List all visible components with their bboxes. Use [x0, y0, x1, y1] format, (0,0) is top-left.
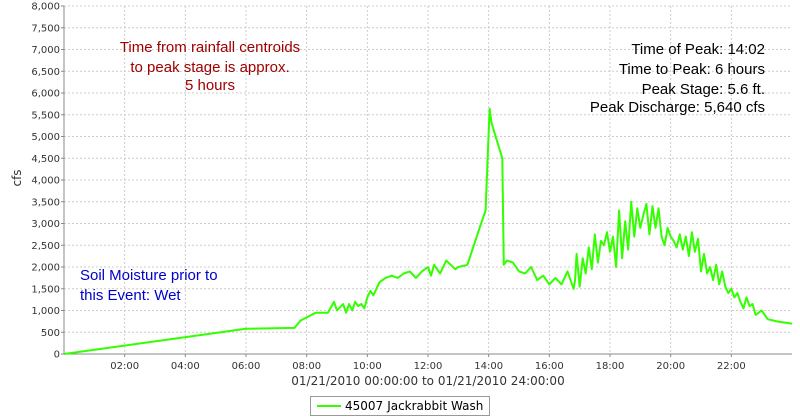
x-tick-label: 04:00 — [171, 361, 200, 372]
peak-discharge: Peak Discharge: 5,640 cfs — [590, 99, 765, 116]
x-axis-ticks: 02:00 04:00 06:00 08:00 10:00 12:00 14:00 16:00… — [110, 354, 746, 372]
y-tick-label: 2,500 — [31, 241, 60, 252]
grid-lines — [64, 5, 792, 355]
rainfall-note: Time from rainfall centroids to peak sta… — [120, 39, 300, 94]
legend-station-name: Jackrabbit Wash — [387, 399, 484, 413]
y-tick-label: 4,000 — [31, 176, 60, 187]
y-tick-label: 6,000 — [31, 89, 60, 100]
y-tick-label: 0 — [54, 350, 60, 361]
x-tick-label: 18:00 — [596, 361, 625, 372]
y-tick-label: 4,500 — [31, 154, 60, 165]
x-tick-label: 22:00 — [717, 361, 746, 372]
hydrograph-chart: 0 500 1,000 1,500 2,000 2,500 3,000 3,500 4,000 4… — [10, 2, 793, 388]
peak-stage: Peak Stage: 5.6 ft. — [642, 81, 765, 98]
rainfall-note-line: to peak stage is approx. — [130, 59, 289, 76]
soil-moisture-line: this Event: Wet — [80, 287, 181, 304]
time-to-peak: Time to Peak: 6 hours — [619, 61, 765, 78]
y-axis-title: cfs — [10, 169, 24, 186]
x-axis-title: 01/21/2010 00:00:00 to 01/21/2010 24:00:… — [291, 374, 564, 388]
y-tick-label: 2,000 — [31, 263, 60, 274]
x-tick-label: 16:00 — [535, 361, 564, 372]
legend: 45007 Jackrabbit Wash — [310, 396, 491, 416]
x-tick-label: 10:00 — [353, 361, 382, 372]
series-line — [63, 107, 793, 355]
x-tick-label: 02:00 — [110, 361, 139, 372]
y-tick-label: 500 — [41, 328, 60, 339]
legend-swatch — [317, 405, 341, 407]
y-tick-label: 5,000 — [31, 132, 60, 143]
series-layer — [63, 107, 793, 355]
peak-stats: Time of Peak: 14:02 Time to Peak: 6 hour… — [590, 41, 765, 116]
x-tick-label: 08:00 — [292, 361, 321, 372]
x-tick-label: 20:00 — [656, 361, 685, 372]
y-tick-label: 3,500 — [31, 197, 60, 208]
y-axis-ticks: 0 500 1,000 1,500 2,000 2,500 3,000 3,500 4,000 4… — [31, 2, 64, 361]
y-tick-label: 3,000 — [31, 219, 60, 230]
y-tick-label: 7,500 — [31, 23, 60, 34]
soil-moisture-line: Soil Moisture prior to — [80, 267, 218, 284]
legend-station-id: 45007 — [345, 399, 384, 413]
x-tick-label: 14:00 — [474, 361, 503, 372]
x-tick-label: 12:00 — [414, 361, 443, 372]
y-tick-label: 1,500 — [31, 284, 60, 295]
soil-moisture-note: Soil Moisture prior to this Event: Wet — [80, 267, 218, 304]
rainfall-note-line: Time from rainfall centroids — [120, 39, 300, 56]
y-tick-label: 1,000 — [31, 306, 60, 317]
y-tick-label: 8,000 — [31, 2, 60, 13]
y-tick-label: 7,000 — [31, 45, 60, 56]
y-tick-label: 6,500 — [31, 67, 60, 78]
rainfall-note-line: 5 hours — [185, 77, 235, 94]
y-tick-label: 5,500 — [31, 110, 60, 121]
time-of-peak: Time of Peak: 14:02 — [631, 41, 765, 58]
x-tick-label: 06:00 — [232, 361, 261, 372]
